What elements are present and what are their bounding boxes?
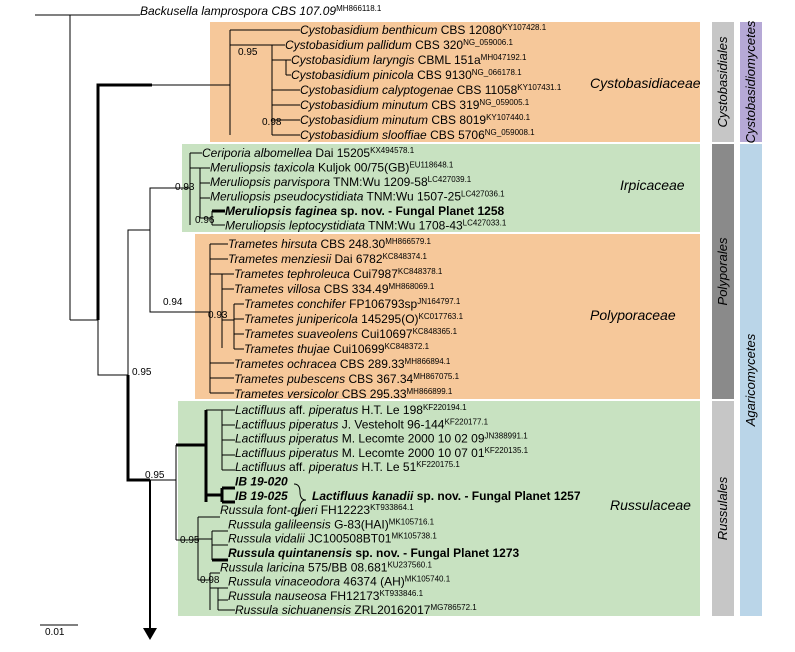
scale-label: 0.01 <box>45 627 65 638</box>
taxon: Meruliopsis faginea sp. nov. - Fungal Pl… <box>225 204 505 218</box>
taxon-extra: Lactifluus kanadii sp. nov. - Fungal Pla… <box>312 489 581 503</box>
family-label-russ: Russulaceae <box>610 497 691 513</box>
taxon: Meruliopsis pseudocystidiata TNM:Wu 1507… <box>210 190 505 204</box>
support-value: 0.96 <box>195 215 215 226</box>
support-value: 0.95 <box>180 535 200 546</box>
order-label: Cystobasidiales <box>715 36 730 128</box>
branch <box>128 375 150 480</box>
family-label-poly: Polyporaceae <box>590 307 676 323</box>
branch <box>128 230 150 375</box>
family-label-irp: Irpicaceae <box>620 177 685 193</box>
phylo-tree: Cystobasidiales Polyporales Russulales Cyst… <box>0 0 795 652</box>
taxon-outgroup: Backusella lamprospora CBS 107.09MH86611… <box>140 4 382 18</box>
class-label: Agaricomycetes <box>743 333 758 427</box>
support-value: 0.95 <box>132 367 152 378</box>
arrowhead <box>143 628 157 640</box>
class-label: Cystobasidiomycetes <box>743 20 758 143</box>
taxon: IB 19-020 <box>235 475 288 489</box>
support-value: 0.98 <box>200 575 220 586</box>
order-label: Russulales <box>715 476 730 540</box>
support-value: 0.95 <box>238 47 258 58</box>
taxon: IB 19-025 <box>235 489 288 503</box>
taxon: Lactifluus piperatus M. Lecomte 2000 10 … <box>235 432 528 446</box>
support-value: 0.93 <box>208 310 228 321</box>
support-value: 0.95 <box>145 470 165 481</box>
branch <box>150 188 180 230</box>
branch <box>98 85 152 320</box>
support-value: 0.98 <box>262 117 282 128</box>
support-value: 0.93 <box>175 182 195 193</box>
order-label: Polyporales <box>715 237 730 305</box>
support-value: 0.94 <box>163 297 183 308</box>
branch <box>98 320 128 375</box>
family-label-cysto: Cystobasidiaceae <box>590 75 701 91</box>
taxon: Russula quintanensis sp. nov. - Fungal P… <box>228 546 520 560</box>
